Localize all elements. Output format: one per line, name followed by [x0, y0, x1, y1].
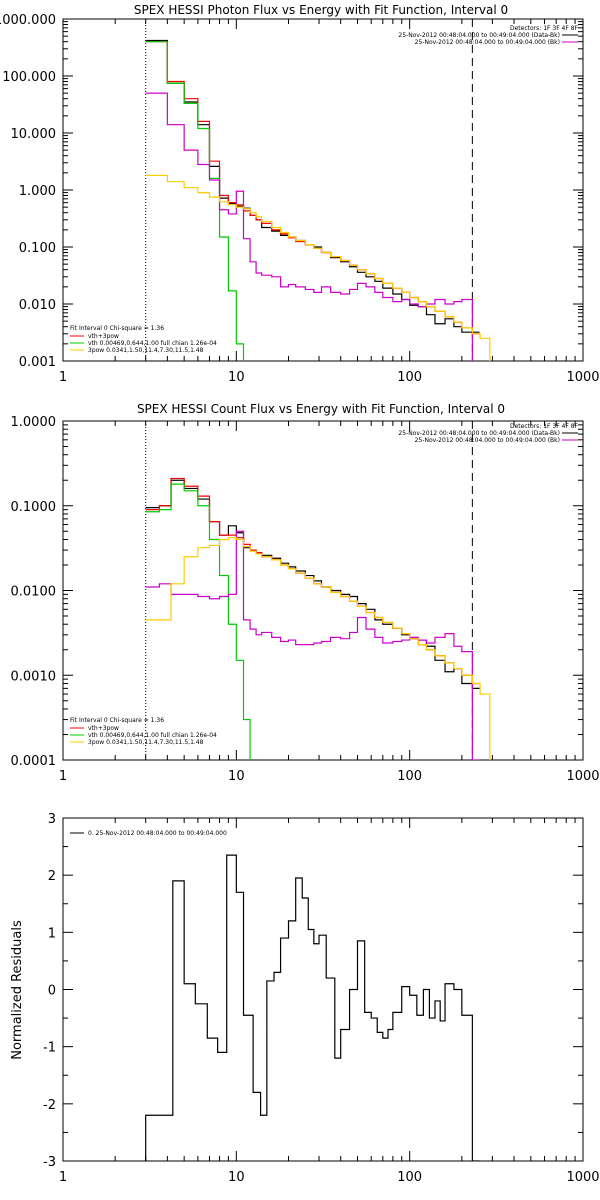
photon-series-3pow: [145, 174, 491, 361]
resid-xtick-label: 1000: [566, 1170, 599, 1185]
resid-ytick-label: 0: [48, 984, 56, 999]
count-legend-topright: Detectors: 1F 3F 4F 8F 25-Nov-2012 00:48…: [398, 423, 578, 444]
resid-ytick-label: -1: [43, 1041, 56, 1056]
count-legend-vth: vth 0.00469,0.644,1.00 full chian 1.26e-…: [88, 732, 217, 739]
count-flux-panel: SPEX HESSI Count Flux vs Energy with Fit…: [11, 402, 600, 784]
count-chart-title: SPEX HESSI Count Flux vs Energy with Fit…: [137, 402, 505, 416]
photon-ytick-label: 0.001: [19, 355, 56, 370]
count-legend-data: 25-Nov-2012 00:48:04.000 to 00:49:04.000…: [398, 430, 560, 437]
photon-legend-vthpow: vth+3pow: [88, 333, 119, 340]
residuals-ylabel: Normalized Residuals: [10, 920, 25, 1060]
count-ytick-label: 0.0010: [11, 669, 57, 684]
count-xtick-label: 1: [59, 769, 67, 784]
count-xtick-label: 100: [397, 769, 422, 784]
photon-ytick-label: 0.010: [19, 298, 56, 313]
count-series-bk: [145, 530, 480, 760]
photon-series-bk: [145, 92, 473, 361]
photon-xtick-label: 100: [397, 370, 422, 385]
resid-ytick-label: 3: [48, 812, 56, 827]
residuals-legend: 0. 25-Nov-2012 00:48:04.000 to 00:49:04.…: [70, 830, 227, 837]
count-plot-area: 1 10 100 1000 0.0001 0.0010 0.0100 0.1000 1.0000: [11, 415, 600, 784]
photon-legend-bottomleft: Fit Interval 0 Chi-square = 1.36 vth+3po…: [70, 325, 217, 354]
count-legend-fit: Fit Interval 0 Chi-square = 1.36: [70, 717, 164, 724]
photon-legend-topright: Detectors: 1F 3F 4F 8F 25-Nov-2012 00:48…: [398, 25, 578, 46]
count-legend-bottomleft: Fit Interval 0 Chi-square = 1.36 vth+3po…: [70, 717, 217, 746]
resid-xtick-label: 1: [59, 1170, 67, 1185]
resid-xtick-label: 100: [397, 1170, 422, 1185]
count-legend-detectors: Detectors: 1F 3F 4F 8F: [510, 423, 579, 430]
count-series-vth: [145, 483, 251, 760]
photon-axes-frame: [62, 18, 584, 362]
photon-legend-detectors: Detectors: 1F 3F 4F 8F: [510, 25, 579, 32]
photon-plot-area: 1 10 100 1000 0.001 0.010 0.100 1.000 10.000 100.…: [0, 13, 600, 385]
resid-ytick-label: 2: [48, 869, 56, 884]
count-legend-vthpow: vth+3pow: [88, 725, 119, 732]
photon-ytick-label: 100.000: [2, 70, 56, 85]
photon-legend-3pow: 3pow 0.0341,1.50,11.4,7.30,11.5,1.48: [88, 347, 204, 354]
photon-legend-vth: vth 0.00469,0.644,1.00 full chian 1.26e-…: [88, 340, 217, 347]
residuals-plot-area: 1 10 100 1000 -3 -2 -1 0 1 2 3: [43, 812, 600, 1185]
photon-xtick-label: 1: [59, 370, 67, 385]
resid-xtick-label: 10: [228, 1170, 245, 1185]
count-xtick-label: 10: [228, 769, 245, 784]
count-series-vth-3pow: [145, 477, 480, 685]
count-ytick-label: 1.0000: [11, 415, 57, 430]
count-series-3pow: [145, 537, 491, 760]
count-ytick-label: 0.1000: [11, 500, 57, 515]
photon-legend-bk: 25-Nov-2012 00:48:04.000 to 00:49:04.000…: [415, 39, 560, 46]
photon-xtick-label: 1000: [566, 370, 599, 385]
photon-series-vth: [145, 41, 245, 361]
photon-legend-data: 25-Nov-2012 00:48:04.000 to 00:49:04.000…: [398, 32, 560, 39]
resid-ytick-label: 1: [48, 926, 56, 941]
resid-ytick-label: -3: [43, 1155, 56, 1170]
photon-ytick-label: 0.100: [19, 241, 56, 256]
count-ytick-label: 0.0001: [11, 754, 57, 769]
photon-series-data-bk: [145, 39, 480, 333]
count-legend-bk: 25-Nov-2012 00:48:04.000 to 00:49:04.000…: [415, 437, 560, 444]
residuals-panel: Normalized Residuals 1 10 100 1000 -3 -2 -1 0 1 2…: [10, 812, 600, 1185]
resid-axes-frame: [62, 817, 584, 1162]
photon-flux-panel: SPEX HESSI Photon Flux vs Energy with Fi…: [0, 3, 600, 385]
residuals-legend-label: 0. 25-Nov-2012 00:48:04.000 to 00:49:04.…: [88, 830, 227, 837]
photon-xtick-label: 10: [228, 370, 245, 385]
photon-ytick-label: 10.000: [11, 127, 57, 142]
count-axes-frame: [62, 420, 584, 761]
resid-series-0-25-nov-2012-00-48-04-000-to-00-49-04-000: [145, 854, 480, 1161]
count-ytick-label: 0.0100: [11, 585, 57, 600]
photon-chart-title: SPEX HESSI Photon Flux vs Energy with Fi…: [134, 3, 508, 17]
photon-legend-fit: Fit Interval 0 Chi-square = 1.36: [70, 325, 164, 332]
photon-ytick-label: 1000.000: [0, 13, 56, 28]
count-xtick-label: 1000: [566, 769, 599, 784]
photon-ytick-label: 1.000: [19, 184, 56, 199]
count-legend-3pow: 3pow 0.0341,1.50,11.4,7.30,11.5,1.48: [88, 739, 204, 746]
count-series-data-bk: [145, 479, 480, 689]
resid-ytick-label: -2: [43, 1098, 56, 1113]
